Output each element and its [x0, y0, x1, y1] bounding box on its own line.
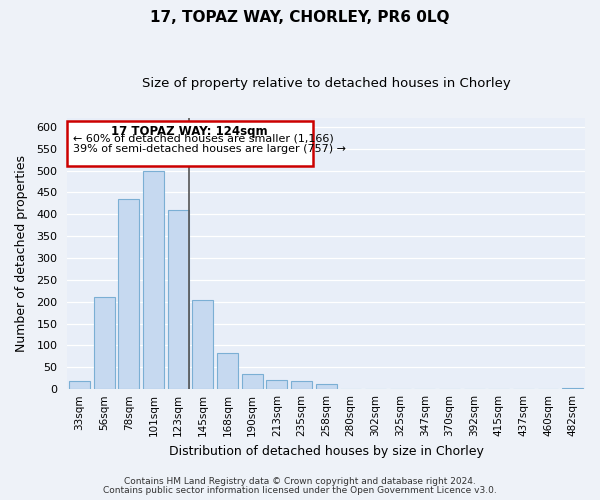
Bar [69, 382, 90, 389]
Bar [94, 298, 115, 389]
Bar [562, 388, 583, 389]
X-axis label: Distribution of detached houses by size in Chorley: Distribution of detached houses by size … [169, 444, 484, 458]
Title: Size of property relative to detached houses in Chorley: Size of property relative to detached ho… [142, 78, 511, 90]
Y-axis label: Number of detached properties: Number of detached properties [15, 155, 28, 352]
Bar [242, 374, 263, 389]
Text: 17 TOPAZ WAY: 124sqm: 17 TOPAZ WAY: 124sqm [110, 125, 267, 138]
Bar [291, 382, 312, 389]
Text: 39% of semi-detached houses are larger (757) →: 39% of semi-detached houses are larger (… [73, 144, 346, 154]
Bar [193, 300, 213, 389]
FancyBboxPatch shape [67, 122, 313, 166]
Bar [143, 170, 164, 389]
Bar [266, 380, 287, 389]
Text: 17, TOPAZ WAY, CHORLEY, PR6 0LQ: 17, TOPAZ WAY, CHORLEY, PR6 0LQ [150, 10, 450, 25]
Bar [217, 353, 238, 389]
Text: Contains HM Land Registry data © Crown copyright and database right 2024.: Contains HM Land Registry data © Crown c… [124, 477, 476, 486]
Text: ← 60% of detached houses are smaller (1,166): ← 60% of detached houses are smaller (1,… [73, 134, 334, 143]
Bar [167, 210, 188, 389]
Bar [316, 384, 337, 389]
Text: Contains public sector information licensed under the Open Government Licence v3: Contains public sector information licen… [103, 486, 497, 495]
Bar [118, 199, 139, 389]
